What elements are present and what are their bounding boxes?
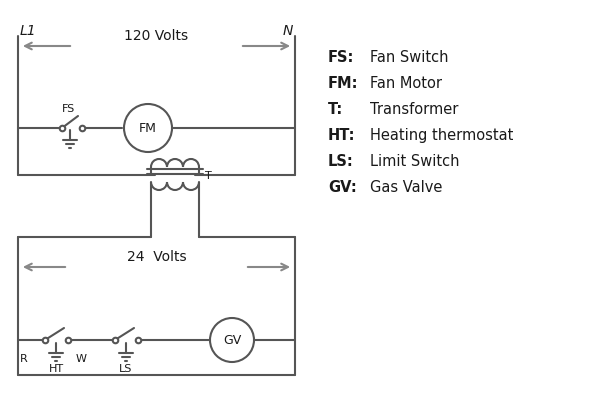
Text: Limit Switch: Limit Switch [370,154,460,169]
Text: FM: FM [139,122,157,136]
Text: HT: HT [48,364,64,374]
Text: N: N [283,24,293,38]
Text: HT:: HT: [328,128,356,143]
Text: FS: FS [62,104,76,114]
Text: W: W [76,354,87,364]
Text: FM:: FM: [328,76,359,91]
Text: T:: T: [328,102,343,117]
Text: L1: L1 [20,24,37,38]
Text: 24  Volts: 24 Volts [127,250,186,264]
Text: GV: GV [223,334,241,348]
Text: R: R [20,354,28,364]
Text: 120 Volts: 120 Volts [124,29,189,43]
Text: Gas Valve: Gas Valve [370,180,442,195]
Text: Transformer: Transformer [370,102,458,117]
Text: LS:: LS: [328,154,354,169]
Text: FS:: FS: [328,50,355,65]
Text: Heating thermostat: Heating thermostat [370,128,513,143]
Text: LS: LS [119,364,133,374]
Text: Fan Switch: Fan Switch [370,50,448,65]
Text: T: T [205,171,212,181]
Text: GV:: GV: [328,180,357,195]
Text: Fan Motor: Fan Motor [370,76,442,91]
